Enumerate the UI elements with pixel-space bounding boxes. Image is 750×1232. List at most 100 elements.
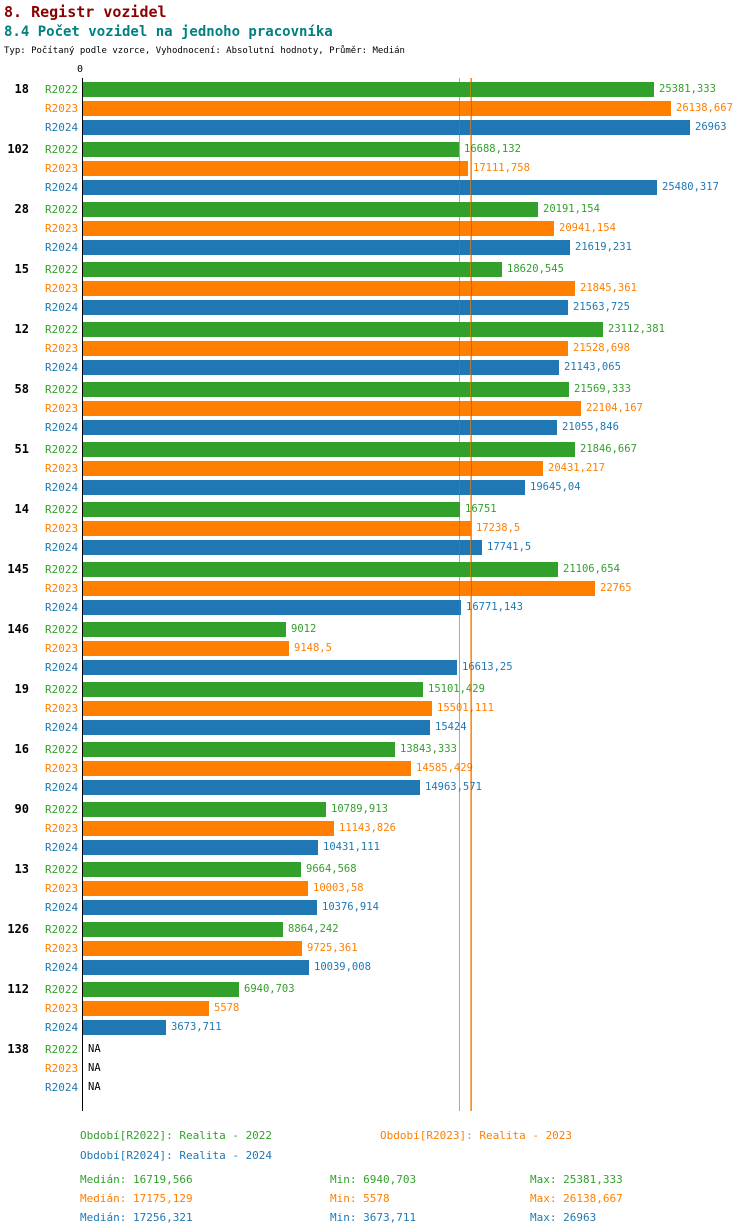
value-label: 20941,154 bbox=[559, 222, 616, 234]
series-label-r2023: R2023 bbox=[45, 102, 79, 115]
bar-r2022 bbox=[83, 382, 569, 397]
bar-row: R2022 18620,545 bbox=[0, 260, 750, 279]
value-label: 21055,846 bbox=[562, 421, 619, 433]
stat-max-r2022: Max: 25381,333 bbox=[530, 1173, 623, 1186]
bar-group-145: 145 R2022 21106,654 R2023 22765 R2024 16771,14… bbox=[0, 560, 750, 617]
bar-row: R2024 21619,231 bbox=[0, 238, 750, 257]
value-label: 10039,008 bbox=[314, 961, 371, 973]
stats-row-r2023: Medián: 17175,129 Min: 5578 Max: 26138,6… bbox=[80, 1189, 745, 1208]
series-label-r2023: R2023 bbox=[45, 702, 79, 715]
bar-row: R2022 25381,333 bbox=[0, 80, 750, 99]
series-label-r2023: R2023 bbox=[45, 822, 79, 835]
value-label: 16771,143 bbox=[466, 601, 523, 613]
value-label: 3673,711 bbox=[171, 1021, 222, 1033]
bar-row: R2023 5578 bbox=[0, 999, 750, 1018]
series-label-r2023: R2023 bbox=[45, 642, 79, 655]
bar-row: R2022 21569,333 bbox=[0, 380, 750, 399]
group-label: 90 bbox=[14, 802, 29, 816]
legend-period-r2023: Období[R2023]: Realita - 2023 bbox=[380, 1129, 573, 1142]
bar-row: R2022 13843,333 bbox=[0, 740, 750, 759]
value-label: 25381,333 bbox=[659, 83, 716, 95]
value-label: 10376,914 bbox=[322, 901, 379, 913]
bar-row: R2024 17741,5 bbox=[0, 538, 750, 557]
value-label: 9148,5 bbox=[294, 642, 332, 654]
series-label-r2022: R2022 bbox=[45, 323, 79, 336]
value-label: 15101,429 bbox=[428, 683, 485, 695]
series-label-r2022: R2022 bbox=[45, 383, 79, 396]
value-label: 20191,154 bbox=[543, 203, 600, 215]
bar-row: R2022 9012 bbox=[0, 620, 750, 639]
series-label-r2022: R2022 bbox=[45, 143, 79, 156]
bar-row: R2023 9725,361 bbox=[0, 939, 750, 958]
bar-r2023 bbox=[83, 701, 432, 716]
value-label: 21563,725 bbox=[573, 301, 630, 313]
series-label-r2022: R2022 bbox=[45, 863, 79, 876]
legend-period-r2022: Období[R2022]: Realita - 2022 bbox=[80, 1129, 273, 1142]
group-label: 58 bbox=[14, 382, 29, 396]
bar-r2022 bbox=[83, 142, 459, 157]
value-label: 10431,111 bbox=[323, 841, 380, 853]
bar-r2022 bbox=[83, 922, 283, 937]
bar-group-14: 14 R2022 16751 R2023 17238,5 R2024 17741,5 bbox=[0, 500, 750, 557]
stat-min-r2022: Min: 6940,703 bbox=[330, 1173, 417, 1186]
series-label-r2023: R2023 bbox=[45, 882, 79, 895]
bar-r2024 bbox=[83, 840, 318, 855]
bar-row: R2024 16771,143 bbox=[0, 598, 750, 617]
bar-row: R2022 15101,429 bbox=[0, 680, 750, 699]
value-label: 17111,758 bbox=[473, 162, 530, 174]
bar-row: R2022 20191,154 bbox=[0, 200, 750, 219]
bar-row: R2023 22765 bbox=[0, 579, 750, 598]
bar-r2024 bbox=[83, 900, 317, 915]
bar-row: R2024 26963 bbox=[0, 118, 750, 137]
value-label: 21569,333 bbox=[574, 383, 631, 395]
value-label: 15424 bbox=[435, 721, 467, 733]
series-label-r2024: R2024 bbox=[45, 241, 79, 254]
bar-r2022 bbox=[83, 862, 301, 877]
bar-group-18: 18 R2022 25381,333 R2023 26138,667 R2024 26963 bbox=[0, 80, 750, 137]
legend-period-r2024: Období[R2024]: Realita - 2024 bbox=[80, 1149, 273, 1162]
bar-group-112: 112 R2022 6940,703 R2023 5578 R2024 3673,711 bbox=[0, 980, 750, 1037]
bar-group-51: 51 R2022 21846,667 R2023 20431,217 R2024 19645… bbox=[0, 440, 750, 497]
bar-row: R2022 9664,568 bbox=[0, 860, 750, 879]
value-label: 22104,167 bbox=[586, 402, 643, 414]
series-label-r2023: R2023 bbox=[45, 282, 79, 295]
group-label: 16 bbox=[14, 742, 29, 756]
bar-r2024 bbox=[83, 480, 525, 495]
bar-r2024 bbox=[83, 360, 559, 375]
series-label-r2024: R2024 bbox=[45, 361, 79, 374]
series-label-r2022: R2022 bbox=[45, 683, 79, 696]
bar-r2024 bbox=[83, 240, 570, 255]
bar-r2023 bbox=[83, 761, 411, 776]
bar-chart: 0 18 R2022 25381,333 R2023 26138,667 R2024 269… bbox=[0, 62, 750, 1111]
bar-r2024 bbox=[83, 660, 457, 675]
series-label-r2023: R2023 bbox=[45, 162, 79, 175]
value-label: 25480,317 bbox=[662, 181, 719, 193]
group-label: 12 bbox=[14, 322, 29, 336]
bar-group-138: 138 R2022 NA R2023 NA R2024 NA bbox=[0, 1040, 750, 1097]
bar-r2022 bbox=[83, 802, 326, 817]
bar-row: R2022 23112,381 bbox=[0, 320, 750, 339]
value-label: 5578 bbox=[214, 1002, 240, 1014]
bar-row: R2023 17111,758 bbox=[0, 159, 750, 178]
series-label-r2022: R2022 bbox=[45, 623, 79, 636]
bar-row: R2022 NA bbox=[0, 1040, 750, 1059]
group-label: 145 bbox=[7, 562, 29, 576]
bar-group-126: 126 R2022 8864,242 R2023 9725,361 R2024 10039,… bbox=[0, 920, 750, 977]
bar-group-90: 90 R2022 10789,913 R2023 11143,826 R2024 10431… bbox=[0, 800, 750, 857]
value-label: 26963 bbox=[695, 121, 727, 133]
bar-r2023 bbox=[83, 401, 581, 416]
bar-group-12: 12 R2022 23112,381 R2023 21528,698 R2024 21143… bbox=[0, 320, 750, 377]
value-label: 22765 bbox=[600, 582, 632, 594]
group-label: 112 bbox=[7, 982, 29, 996]
series-label-r2024: R2024 bbox=[45, 121, 79, 134]
bar-r2024 bbox=[83, 300, 568, 315]
x-axis-zero-label: 0 bbox=[76, 64, 84, 75]
bar-row: R2024 19645,04 bbox=[0, 478, 750, 497]
value-label: 21846,667 bbox=[580, 443, 637, 455]
bar-r2023 bbox=[83, 101, 671, 116]
group-label: 28 bbox=[14, 202, 29, 216]
bar-group-19: 19 R2022 15101,429 R2023 15501,111 R2024 15424 bbox=[0, 680, 750, 737]
series-label-r2024: R2024 bbox=[45, 1081, 79, 1094]
bar-r2023 bbox=[83, 941, 302, 956]
series-label-r2024: R2024 bbox=[45, 301, 79, 314]
